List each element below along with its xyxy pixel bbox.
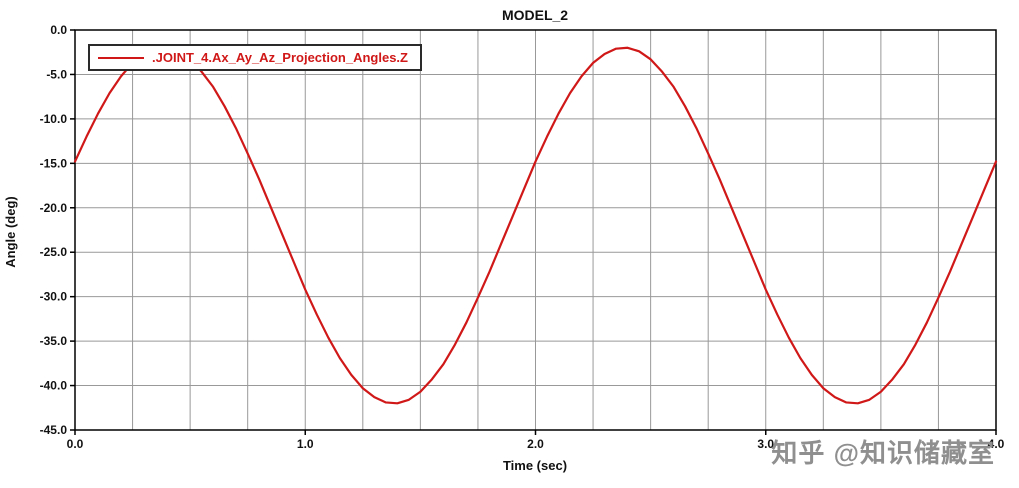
y-axis-title: Angle (deg): [3, 196, 18, 268]
legend: .JOINT_4.Ax_Ay_Az_Projection_Angles.Z: [88, 44, 422, 71]
grid-layer: [75, 30, 996, 430]
y-tick-label: -15.0: [40, 156, 68, 170]
y-tick-label: -5.0: [46, 67, 67, 81]
x-tick-label: 0.0: [67, 437, 84, 451]
x-tick-label: 4.0: [988, 437, 1005, 451]
x-tick-label: 1.0: [297, 437, 314, 451]
ticks-layer: 0.0 1.0 2.0 3.0 4.0 0.0 -5.0 -10.0 -15.0 -20.0 -25…: [40, 23, 1005, 451]
legend-label: .JOINT_4.Ax_Ay_Az_Projection_Angles.Z: [152, 50, 408, 65]
series-line-sample-icon: [98, 56, 144, 59]
chart-title: MODEL_2: [502, 7, 568, 23]
watermark: 知乎 @知识储藏室: [771, 438, 995, 468]
y-tick-label: -25.0: [40, 245, 68, 259]
x-axis-title: Time (sec): [503, 458, 567, 473]
x-tick-label: 3.0: [757, 437, 774, 451]
x-tick-label: 2.0: [527, 437, 544, 451]
y-tick-label: -20.0: [40, 201, 68, 215]
series-layer: [73, 46, 998, 405]
y-tick-label: -40.0: [40, 379, 68, 393]
series-curve: [73, 46, 998, 405]
y-tick-label: 0.0: [50, 23, 67, 37]
y-tick-label: -10.0: [40, 112, 68, 126]
y-tick-label: -35.0: [40, 334, 68, 348]
y-tick-label: -30.0: [40, 290, 68, 304]
y-tick-label: -45.0: [40, 423, 68, 437]
